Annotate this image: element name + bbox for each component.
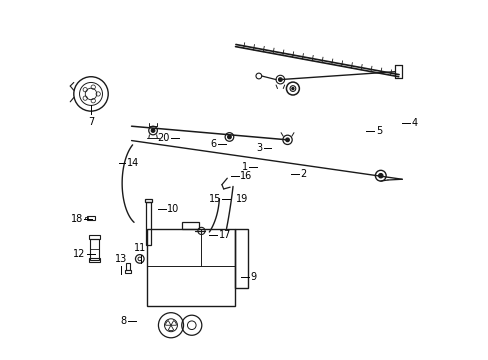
Text: 13: 13: [114, 254, 127, 264]
Text: 12: 12: [73, 248, 85, 258]
Circle shape: [227, 135, 231, 139]
Bar: [126, 263, 129, 270]
Bar: [90, 239, 99, 260]
Text: 14: 14: [126, 158, 139, 168]
Text: 9: 9: [250, 272, 256, 282]
Text: 11: 11: [134, 243, 146, 253]
Text: 17: 17: [218, 230, 231, 239]
Text: 2: 2: [300, 168, 306, 179]
Circle shape: [378, 174, 382, 178]
Text: 7: 7: [88, 117, 94, 127]
Text: 19: 19: [235, 194, 247, 204]
Text: 10: 10: [167, 204, 179, 215]
Bar: [144, 199, 152, 202]
Text: 3: 3: [255, 143, 262, 153]
Bar: [89, 258, 100, 262]
Text: 20: 20: [157, 133, 169, 143]
Text: 8: 8: [121, 316, 126, 325]
Text: 6: 6: [210, 139, 216, 149]
Bar: [125, 270, 131, 273]
Text: 16: 16: [240, 171, 252, 181]
Text: 4: 4: [411, 118, 417, 128]
Circle shape: [291, 87, 293, 90]
Text: 15: 15: [208, 194, 221, 204]
Bar: [87, 216, 95, 220]
Bar: [234, 229, 248, 288]
Text: 18: 18: [70, 214, 82, 224]
Text: 5: 5: [375, 126, 381, 135]
Circle shape: [151, 129, 155, 132]
Circle shape: [285, 138, 289, 141]
Bar: [182, 222, 199, 229]
Bar: [85, 217, 88, 219]
Bar: [89, 234, 100, 239]
Text: 1: 1: [241, 162, 247, 172]
Circle shape: [278, 78, 282, 81]
Bar: [147, 229, 234, 306]
Bar: [145, 202, 151, 245]
